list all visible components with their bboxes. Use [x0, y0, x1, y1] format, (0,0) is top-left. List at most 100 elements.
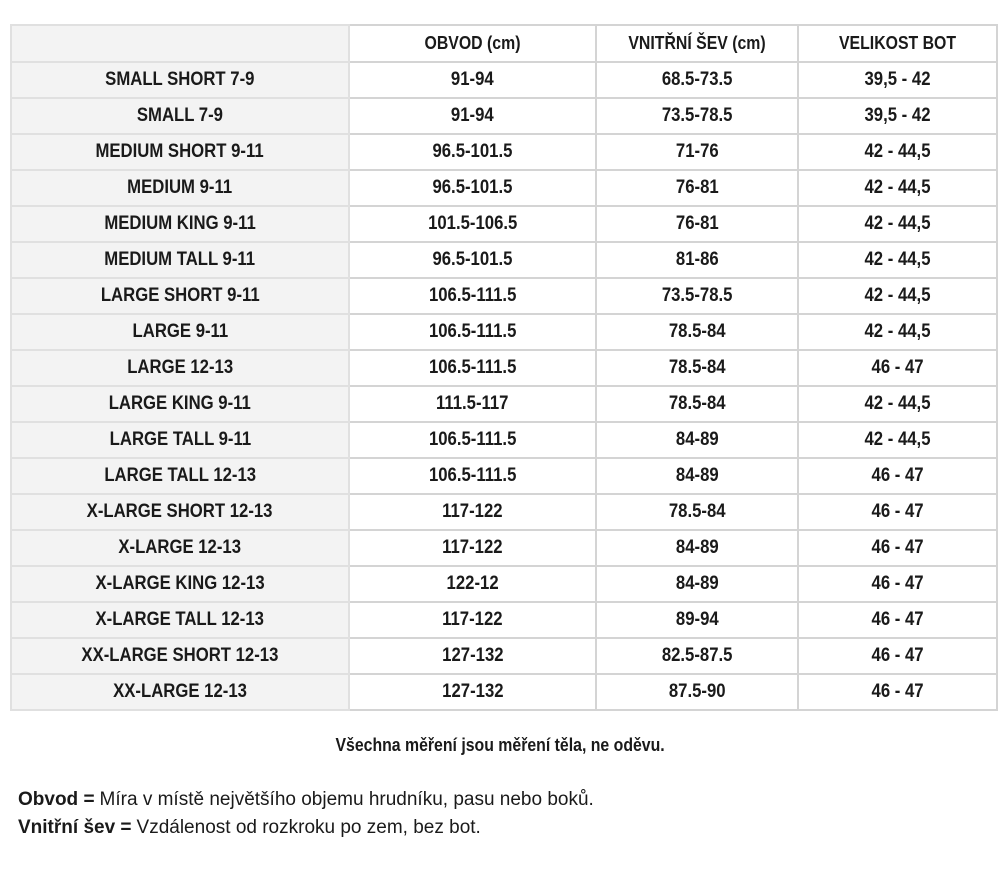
size-label: LARGE SHORT 9-11: [100, 285, 260, 306]
velikost-bot-value: 46 - 47: [871, 357, 924, 378]
size-label-cell: XX-LARGE SHORT 12-13: [10, 637, 350, 675]
vnitrni-sev-value: 76-81: [675, 213, 719, 234]
velikost-bot-cell: 39,5 - 42: [797, 97, 998, 135]
velikost-bot-value: 46 - 47: [871, 573, 924, 594]
size-label-cell: MEDIUM 9-11: [10, 169, 350, 207]
obvod-cell: 101.5-106.5: [348, 205, 597, 243]
velikost-bot-value: 46 - 47: [871, 465, 924, 486]
obvod-value: 122-12: [446, 573, 499, 594]
velikost-bot-value: 42 - 44,5: [864, 177, 931, 198]
vnitrni-sev-value: 68.5-73.5: [661, 69, 733, 90]
velikost-bot-value: 42 - 44,5: [864, 429, 931, 450]
table-row: MEDIUM SHORT 9-11 96.5-101.5 71-76 42 - …: [10, 133, 998, 171]
vnitrni-sev-cell: 84-89: [595, 457, 799, 495]
table-row: MEDIUM 9-11 96.5-101.5 76-81 42 - 44,5: [10, 169, 998, 207]
obvod-definition-text: Míra v místě největšího objemu hrudníku,…: [99, 789, 594, 810]
size-label-cell: LARGE TALL 9-11: [10, 421, 350, 459]
obvod-cell: 122-12: [348, 565, 597, 603]
measurement-note-text: Všechna měření jsou měření těla, ne oděv…: [335, 735, 665, 755]
velikost-bot-cell: 46 - 47: [797, 601, 998, 639]
obvod-value: 96.5-101.5: [432, 177, 513, 198]
velikost-bot-value: 42 - 44,5: [864, 141, 931, 162]
vnitrni-sev-value: 73.5-78.5: [661, 285, 733, 306]
vnitrni-sev-value: 87.5-90: [668, 681, 726, 702]
table-row: X-LARGE KING 12-13 122-12 84-89 46 - 47: [10, 565, 998, 603]
vnitrni-sev-value: 81-86: [675, 249, 719, 270]
velikost-bot-cell: 42 - 44,5: [797, 313, 998, 351]
obvod-value: 117-122: [442, 537, 503, 558]
obvod-value: 127-132: [441, 681, 504, 702]
obvod-value: 117-122: [442, 609, 503, 630]
velikost-bot-value: 46 - 47: [871, 681, 924, 702]
velikost-bot-cell: 46 - 47: [797, 349, 998, 387]
size-label-cell: MEDIUM TALL 9-11: [10, 241, 350, 279]
size-chart-table-body: SMALL SHORT 7-9 91-94 68.5-73.5 39,5 - 4…: [10, 61, 998, 711]
measurement-note: Všechna měření jsou měření těla, ne oděv…: [0, 735, 1000, 756]
size-label-cell: SMALL SHORT 7-9: [10, 61, 350, 99]
velikost-bot-value: 42 - 44,5: [864, 285, 931, 306]
obvod-cell: 91-94: [348, 61, 597, 99]
size-label: MEDIUM 9-11: [127, 177, 233, 198]
table-row: LARGE TALL 12-13 106.5-111.5 84-89 46 - …: [10, 457, 998, 495]
obvod-cell: 127-132: [348, 673, 597, 711]
size-chart-table: OBVOD (cm) VNITŘNÍ ŠEV (cm) VELIKOST BOT…: [10, 24, 998, 711]
table-row: LARGE SHORT 9-11 106.5-111.5 73.5-78.5 4…: [10, 277, 998, 315]
size-label: X-LARGE KING 12-13: [95, 573, 265, 594]
vnitrni-sev-cell: 78.5-84: [595, 349, 799, 387]
obvod-cell: 106.5-111.5: [348, 421, 597, 459]
obvod-cell: 106.5-111.5: [348, 313, 597, 351]
obvod-value: 96.5-101.5: [432, 249, 513, 270]
obvod-value: 106.5-111.5: [428, 429, 517, 450]
obvod-cell: 117-122: [348, 529, 597, 567]
velikost-bot-cell: 42 - 44,5: [797, 421, 998, 459]
vnitrni-sev-cell: 68.5-73.5: [595, 61, 799, 99]
velikost-bot-cell: 42 - 44,5: [797, 385, 998, 423]
vnitrni-sev-cell: 78.5-84: [595, 385, 799, 423]
velikost-bot-value: 42 - 44,5: [864, 321, 931, 342]
obvod-cell: 96.5-101.5: [348, 133, 597, 171]
obvod-cell: 117-122: [348, 493, 597, 531]
velikost-bot-value: 39,5 - 42: [864, 105, 931, 126]
velikost-bot-cell: 46 - 47: [797, 493, 998, 531]
column-header-velikost-bot-label: VELIKOST BOT: [838, 33, 957, 53]
header-row: OBVOD (cm) VNITŘNÍ ŠEV (cm) VELIKOST BOT: [10, 24, 998, 63]
vnitrni-sev-value: 84-89: [675, 537, 719, 558]
obvod-value: 96.5-101.5: [432, 141, 513, 162]
vnitrni-sev-value: 78.5-84: [668, 321, 726, 342]
vnitrni-sev-cell: 87.5-90: [595, 673, 799, 711]
column-header-vnitrni-sev: VNITŘNÍ ŠEV (cm): [595, 24, 799, 63]
column-header-obvod: OBVOD (cm): [348, 24, 597, 63]
velikost-bot-cell: 46 - 47: [797, 565, 998, 603]
vnitrni-sev-value: 89-94: [675, 609, 719, 630]
velikost-bot-cell: 46 - 47: [797, 457, 998, 495]
vnitrni-sev-definition-text: Vzdálenost od rozkroku po zem, bez bot.: [136, 817, 481, 838]
obvod-cell: 96.5-101.5: [348, 241, 597, 279]
size-label-cell: MEDIUM KING 9-11: [10, 205, 350, 243]
table-row: LARGE 12-13 106.5-111.5 78.5-84 46 - 47: [10, 349, 998, 387]
obvod-term: Obvod =: [18, 789, 95, 810]
vnitrni-sev-value: 71-76: [675, 141, 719, 162]
vnitrni-sev-definition: Vnitřní šev = Vzdálenost od rozkroku po z…: [18, 817, 481, 839]
vnitrni-sev-cell: 78.5-84: [595, 493, 799, 531]
size-label: XX-LARGE 12-13: [113, 681, 247, 702]
velikost-bot-value: 42 - 44,5: [864, 393, 931, 414]
velikost-bot-cell: 42 - 44,5: [797, 277, 998, 315]
table-row: X-LARGE TALL 12-13 117-122 89-94 46 - 47: [10, 601, 998, 639]
size-label: MEDIUM KING 9-11: [104, 213, 256, 234]
vnitrni-sev-value: 78.5-84: [668, 357, 726, 378]
size-label: SMALL 7-9: [136, 105, 224, 126]
obvod-value: 106.5-111.5: [428, 285, 517, 306]
obvod-value: 91-94: [451, 105, 494, 126]
obvod-value: 127-132: [441, 645, 504, 666]
obvod-cell: 111.5-117: [348, 385, 597, 423]
velikost-bot-value: 42 - 44,5: [864, 249, 931, 270]
size-label: LARGE 9-11: [132, 321, 228, 342]
obvod-cell: 127-132: [348, 637, 597, 675]
vnitrni-sev-cell: 76-81: [595, 205, 799, 243]
obvod-cell: 106.5-111.5: [348, 277, 597, 315]
velikost-bot-cell: 42 - 44,5: [797, 133, 998, 171]
vnitrni-sev-cell: 81-86: [595, 241, 799, 279]
table-row: MEDIUM TALL 9-11 96.5-101.5 81-86 42 - 4…: [10, 241, 998, 279]
velikost-bot-cell: 42 - 44,5: [797, 169, 998, 207]
